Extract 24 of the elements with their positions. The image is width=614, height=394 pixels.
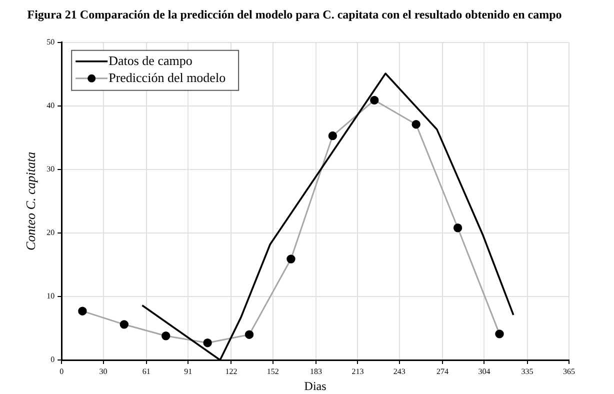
x-tick-label: 274 <box>436 366 448 376</box>
y-axis-title: Conteo C. capitata <box>23 151 38 250</box>
x-tick-label: 61 <box>142 366 150 376</box>
legend-label: Predicción del modelo <box>108 70 226 85</box>
y-tick-label: 10 <box>46 292 55 301</box>
x-tick-label: 335 <box>521 366 534 376</box>
x-tick-label: 213 <box>352 366 364 376</box>
x-tick-label: 243 <box>393 366 406 376</box>
y-tick-label: 50 <box>46 37 55 46</box>
x-tick-label: 152 <box>266 366 279 376</box>
x-tick-label: 304 <box>478 366 490 376</box>
chart-title: Figura 21 Comparación de la predicción del modelo para C. capitata con el resultado obtenido en campo <box>27 7 562 22</box>
y-tick-label: 20 <box>46 228 55 238</box>
x-tick-label: 91 <box>184 366 192 376</box>
x-tick-label: 183 <box>310 366 322 376</box>
y-tick-label: 30 <box>46 164 55 174</box>
legend-label: Datos de campo <box>108 52 192 68</box>
x-tick-label: 0 <box>60 366 64 376</box>
x-tick-label: 365 <box>563 366 575 376</box>
y-tick-label: 0 <box>50 355 55 364</box>
y-tick-label: 40 <box>46 101 55 110</box>
x-tick-label: 30 <box>99 366 108 376</box>
x-axis-title: Dias <box>304 378 327 393</box>
x-tick-label: 122 <box>225 366 238 376</box>
